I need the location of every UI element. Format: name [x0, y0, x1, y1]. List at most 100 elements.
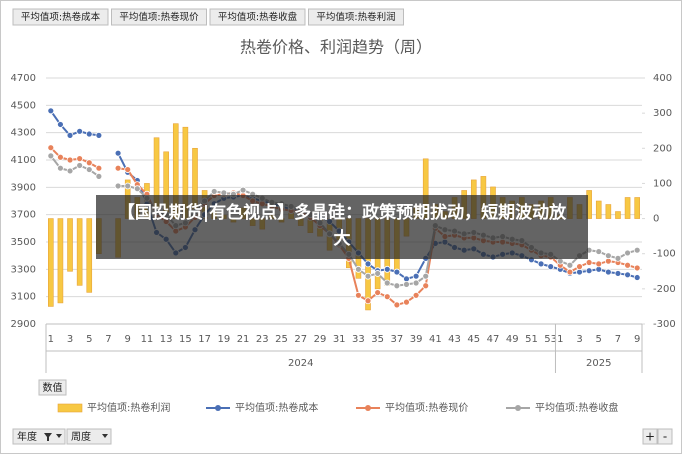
x-tick-label: 7 — [615, 334, 621, 345]
field-button[interactable] — [308, 8, 404, 26]
x-tick-label: 37 — [391, 334, 404, 345]
x-tick-label: 49 — [506, 334, 519, 345]
x-tick-label: 9 — [634, 334, 640, 345]
line-marker — [47, 144, 55, 152]
line-marker — [422, 282, 430, 290]
y-tick-label: 4300 — [11, 128, 36, 139]
line-marker — [393, 282, 401, 290]
bar — [67, 218, 73, 272]
line-marker — [595, 248, 603, 255]
x-tick-label: 41 — [429, 334, 442, 345]
y2-tick-label: 400 — [653, 73, 672, 84]
y2-tick-label: -300 — [653, 319, 676, 330]
line-marker — [566, 261, 574, 269]
bar — [634, 197, 640, 219]
line-marker — [355, 265, 362, 273]
x-tick-label: 43 — [448, 334, 461, 345]
line-marker — [633, 264, 641, 272]
legend-label: 平均值项:热卷利润 — [87, 401, 170, 414]
filter-button[interactable] — [12, 428, 66, 445]
value-button-label: 数值 — [43, 381, 63, 394]
dropdown-arrow — [56, 434, 62, 438]
filter-icon — [44, 433, 52, 441]
y2-tick-label: 100 — [653, 178, 672, 189]
line-marker — [114, 182, 122, 190]
line-marker — [124, 166, 132, 173]
line-marker — [57, 121, 64, 128]
bar — [615, 211, 621, 219]
y-tick-label: 3300 — [11, 264, 36, 275]
zoom-button-label: - — [663, 430, 667, 444]
line-marker — [95, 131, 103, 139]
line-marker — [374, 270, 382, 277]
line-marker — [85, 159, 93, 167]
y-tick-label: 3700 — [11, 210, 36, 221]
chart-title: 热卷价格、利润趋势（周） — [240, 38, 432, 57]
line-marker — [614, 270, 622, 277]
line-marker — [556, 257, 564, 265]
line-marker — [633, 274, 641, 281]
bar — [48, 218, 54, 307]
x-tick-label: 13 — [160, 334, 173, 345]
line-marker — [624, 249, 631, 257]
x-tick-label: 27 — [294, 334, 307, 345]
line-marker — [47, 107, 55, 115]
line-marker — [114, 164, 122, 172]
zoom-button[interactable] — [642, 428, 658, 445]
line-marker — [624, 271, 631, 279]
line-marker — [76, 127, 84, 135]
bar — [595, 200, 602, 219]
line-marker — [76, 162, 84, 169]
line-marker — [355, 291, 362, 299]
overlay-banner: 【国投期货|有色视点】多晶硅：政策预期扰动，短期波动放大 — [96, 195, 588, 259]
zoom-button[interactable] — [657, 428, 673, 445]
x-tick-label: 25 — [275, 334, 288, 345]
line-marker — [85, 130, 93, 138]
line-marker — [76, 155, 84, 163]
line-marker — [393, 268, 401, 276]
x-tick-label: 1 — [48, 334, 54, 345]
bar — [57, 218, 64, 304]
line-marker — [604, 268, 612, 276]
line-marker — [364, 260, 372, 268]
y-tick-label: 2900 — [11, 319, 36, 330]
y2-tick-label: -200 — [653, 284, 676, 295]
line-marker — [624, 261, 631, 269]
line-marker — [412, 279, 420, 287]
x-tick-label: 21 — [237, 334, 250, 345]
legend-marker — [215, 405, 221, 411]
x-group-label: 2024 — [288, 358, 313, 369]
value-button[interactable] — [38, 379, 67, 396]
y2-tick-label: 200 — [653, 143, 672, 154]
field-button[interactable] — [12, 8, 109, 26]
x-tick-label: 39 — [410, 334, 423, 345]
line-marker — [364, 272, 372, 280]
line-marker — [364, 297, 372, 305]
line-marker — [614, 254, 622, 262]
legend-marker — [515, 405, 521, 411]
filter-button-label: 周度 — [71, 430, 91, 443]
y-tick-label: 4100 — [11, 155, 36, 166]
x-tick-label: 45 — [467, 334, 480, 345]
legend-swatch — [57, 403, 83, 413]
x-tick-label: 3 — [67, 334, 73, 345]
x-tick-label: 11 — [141, 334, 154, 345]
line-marker — [633, 246, 641, 254]
line-marker — [124, 182, 132, 190]
line-marker — [547, 263, 555, 271]
line-marker — [210, 188, 218, 195]
x-tick-label: 19 — [217, 334, 230, 345]
x-tick-label: 33 — [352, 334, 365, 345]
x-tick-label: 23 — [256, 334, 269, 345]
x-tick-label: 17 — [198, 334, 211, 345]
line-marker — [422, 272, 430, 280]
filter-button[interactable] — [66, 428, 112, 445]
line-marker — [566, 268, 574, 276]
y2-tick-label: 300 — [653, 108, 672, 119]
line-marker — [85, 166, 93, 173]
field-button[interactable] — [111, 8, 207, 26]
field-button-label: 平均值项:热卷利润 — [316, 11, 395, 23]
x-group-label: 2025 — [586, 358, 611, 369]
line-marker — [133, 185, 141, 193]
field-button[interactable] — [209, 8, 306, 26]
